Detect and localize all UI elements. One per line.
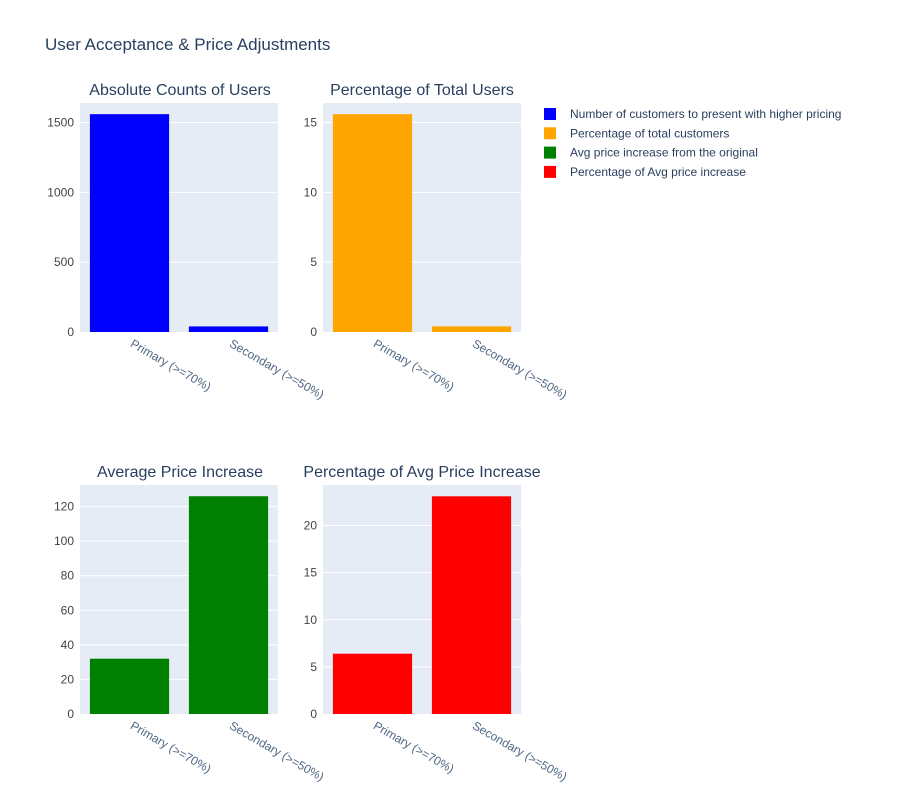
- y-tick-label: 10: [304, 185, 318, 199]
- y-tick-label: 120: [54, 500, 74, 514]
- legend-item[interactable]: Avg price increase from the original: [544, 146, 758, 160]
- x-tick-label: Primary (>=70%): [371, 336, 457, 393]
- y-tick-label: 80: [61, 569, 75, 583]
- x-tick-label: Secondary (>=50%): [470, 718, 569, 783]
- y-tick-label: 20: [61, 672, 75, 686]
- y-tick-label: 40: [61, 638, 75, 652]
- legend-swatch: [544, 108, 556, 120]
- legend-swatch: [544, 127, 556, 140]
- y-tick-label: 0: [310, 707, 317, 721]
- y-tick-label: 20: [304, 519, 318, 533]
- subplot-title: Absolute Counts of Users: [89, 82, 270, 99]
- bar[interactable]: [188, 326, 269, 332]
- bar[interactable]: [332, 653, 413, 714]
- legend-swatch: [544, 146, 556, 159]
- subplot-title: Average Price Increase: [97, 464, 263, 481]
- x-tick-label: Primary (>=70%): [128, 718, 214, 775]
- y-tick-label: 5: [310, 255, 317, 269]
- bar[interactable]: [332, 114, 413, 332]
- bar[interactable]: [431, 326, 512, 332]
- legend-item[interactable]: Number of customers to present with high…: [544, 107, 841, 121]
- y-tick-label: 0: [67, 325, 74, 339]
- bar[interactable]: [89, 114, 170, 332]
- x-tick-label: Secondary (>=50%): [227, 336, 326, 401]
- x-tick-label: Primary (>=70%): [128, 336, 214, 393]
- y-tick-label: 60: [61, 603, 75, 617]
- subplot-4: 0 5 10 15 20 Primary (>=70%) Secondary (>=50%)…: [303, 464, 569, 784]
- bar[interactable]: [89, 658, 170, 714]
- x-tick-label: Secondary (>=50%): [470, 336, 569, 401]
- legend-label: Percentage of total customers: [570, 126, 729, 140]
- y-tick-label: 0: [310, 325, 317, 339]
- y-tick-label: 15: [304, 566, 318, 580]
- y-tick-label: 1500: [47, 116, 74, 130]
- subplot-2: 0 5 10 15 Primary (>=70%) Secondary (>=50%) Pe…: [304, 82, 570, 402]
- y-tick-label: 100: [54, 534, 74, 548]
- y-tick-label: 1000: [47, 185, 74, 199]
- figure-title: User Acceptance & Price Adjustments: [45, 35, 330, 54]
- y-tick-label: 15: [304, 116, 318, 130]
- bar[interactable]: [188, 496, 269, 714]
- legend-label: Number of customers to present with high…: [570, 107, 841, 121]
- subplot-title: Percentage of Avg Price Increase: [303, 464, 540, 481]
- y-tick-label: 500: [54, 255, 74, 269]
- subplot-title: Percentage of Total Users: [330, 82, 514, 99]
- legend-label: Percentage of Avg price increase: [570, 165, 746, 179]
- y-tick-label: 0: [67, 707, 74, 721]
- legend-swatch: [544, 165, 556, 178]
- y-tick-label: 10: [304, 613, 318, 627]
- legend: Number of customers to present with high…: [544, 107, 841, 179]
- x-tick-label: Secondary (>=50%): [227, 718, 326, 783]
- y-tick-label: 5: [310, 660, 317, 674]
- bar[interactable]: [431, 496, 512, 714]
- legend-item[interactable]: Percentage of total customers: [544, 126, 729, 140]
- legend-label: Avg price increase from the original: [570, 146, 758, 160]
- subplot-1: 0 500 1000 1500 Primary (>=70%) Secondary (>=…: [47, 82, 326, 402]
- x-tick-label: Primary (>=70%): [371, 718, 457, 775]
- legend-item[interactable]: Percentage of Avg price increase: [544, 165, 746, 179]
